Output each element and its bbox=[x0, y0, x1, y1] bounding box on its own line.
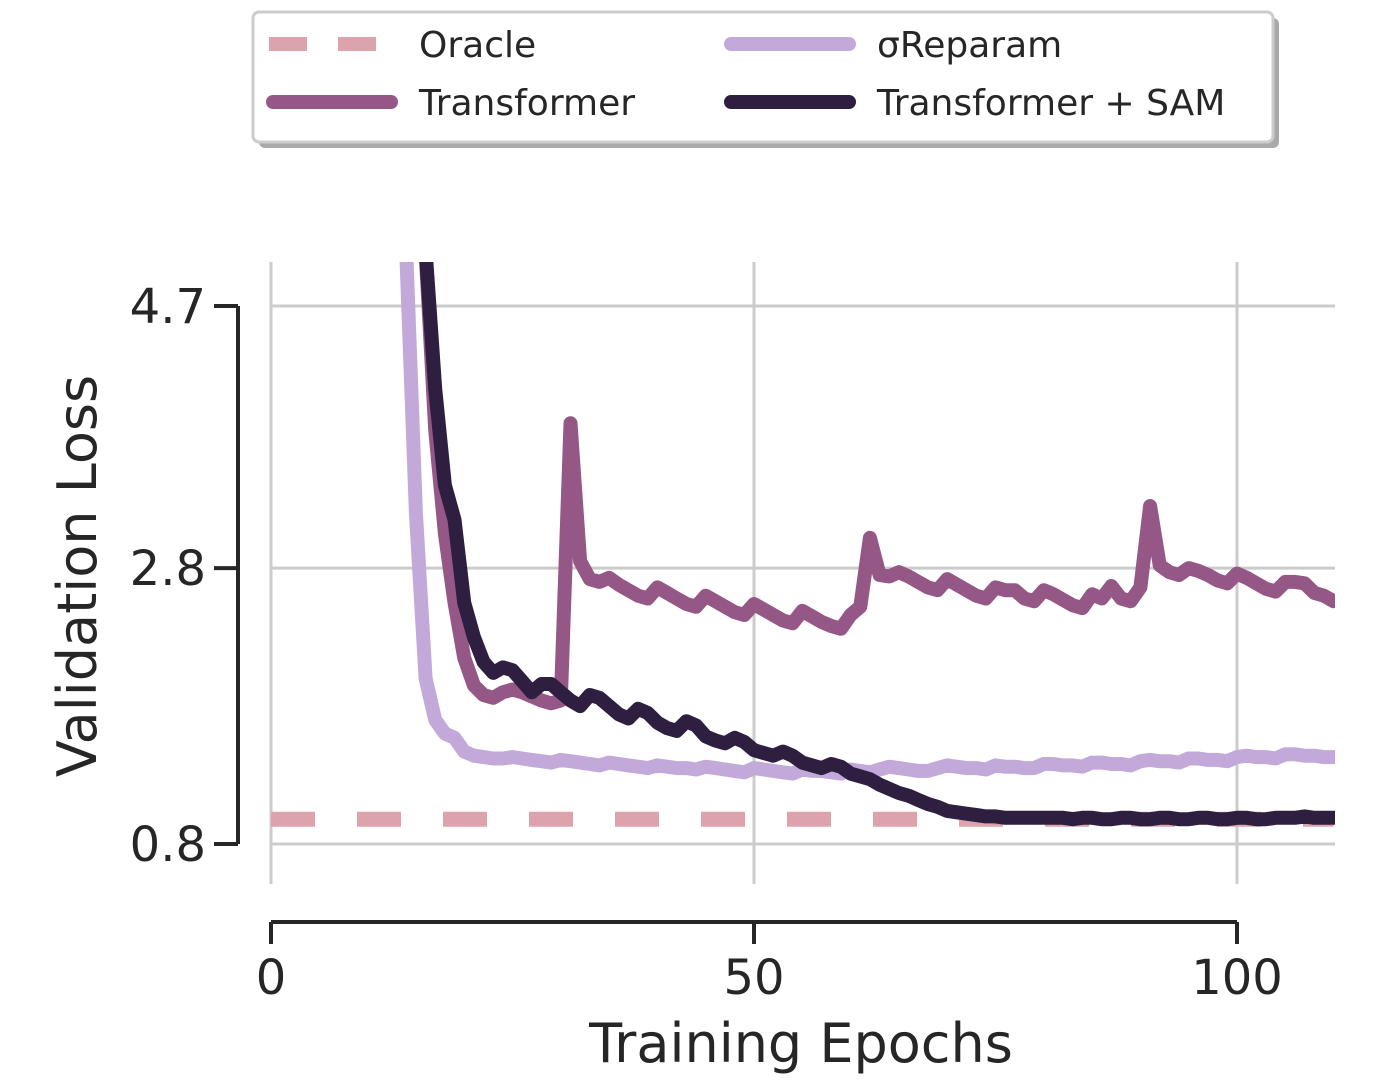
y-tick-label: 4.7 bbox=[130, 279, 206, 335]
plot-area bbox=[271, 262, 1335, 827]
y-axis: 0.8 2.8 4.7 bbox=[130, 279, 240, 873]
x-tick-label: 0 bbox=[256, 950, 287, 1006]
legend-entries: Oracle σReparam Transformer Transformer + S… bbox=[266, 25, 1225, 124]
x-axis: 0 50 100 bbox=[256, 920, 1283, 1006]
y-tick-label: 0.8 bbox=[130, 817, 206, 873]
series-line-transformer-sam bbox=[419, 262, 1335, 827]
x-tick-label: 50 bbox=[723, 950, 784, 1006]
legend: Oracle σReparam Transformer Transformer + S… bbox=[251, 10, 1279, 148]
legend-label-transformer: Transformer bbox=[418, 83, 635, 124]
x-axis-title: Training Epochs bbox=[588, 1012, 1013, 1075]
series-line-transformer bbox=[419, 262, 1335, 711]
x-tick-label: 100 bbox=[1191, 950, 1283, 1006]
y-axis-title: Validation Loss bbox=[46, 375, 109, 777]
legend-frame bbox=[251, 10, 1275, 144]
legend-label-transformer-sam: Transformer + SAM bbox=[876, 83, 1225, 124]
legend-label-oracle: Oracle bbox=[419, 25, 536, 66]
y-tick-label: 2.8 bbox=[130, 541, 206, 597]
legend-label-reparam: σReparam bbox=[877, 25, 1062, 66]
